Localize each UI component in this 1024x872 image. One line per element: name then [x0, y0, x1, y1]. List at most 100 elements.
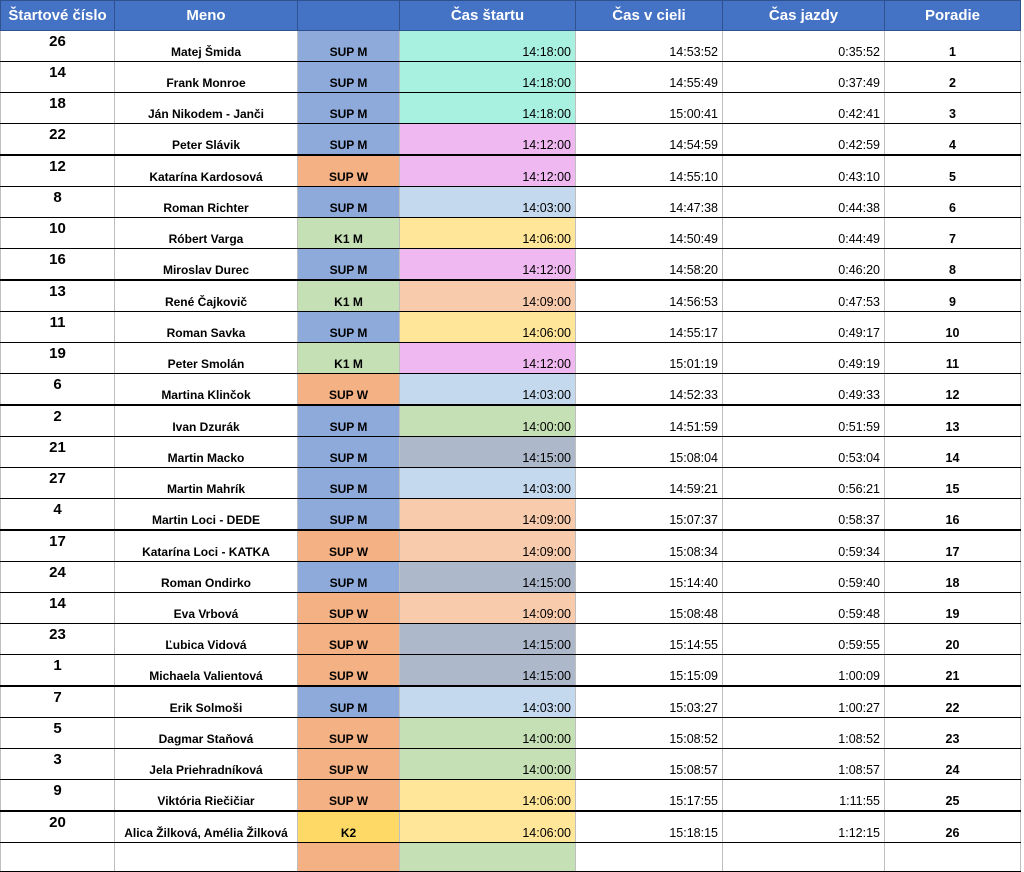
start-number-cell[interactable]: 13 [0, 279, 115, 312]
header-start-number[interactable]: Štartové číslo [0, 0, 115, 31]
competitor-name-cell[interactable]: Jela Priehradníková [114, 748, 298, 780]
start-time-cell[interactable]: 14:03:00 [399, 373, 576, 406]
start-number-cell[interactable]: 1 [0, 654, 115, 687]
finish-time-cell[interactable]: 14:55:17 [575, 311, 723, 343]
finish-time-cell[interactable]: 14:55:10 [575, 154, 723, 187]
rank-cell[interactable]: 6 [884, 186, 1021, 218]
start-number-cell[interactable]: 5 [0, 717, 115, 749]
competitor-name-cell[interactable]: Alica Žilková, Amélia Žilková [114, 810, 298, 843]
ride-time-cell[interactable]: 0:49:33 [722, 373, 885, 406]
rank-cell[interactable]: 11 [884, 342, 1021, 374]
category-cell[interactable]: SUP M [297, 561, 400, 593]
start-time-cell[interactable]: 14:09:00 [399, 592, 576, 624]
ride-time-cell[interactable]: 0:46:20 [722, 248, 885, 281]
finish-time-cell[interactable]: 15:08:48 [575, 592, 723, 624]
rank-cell[interactable]: 19 [884, 592, 1021, 624]
start-number-cell[interactable]: 8 [0, 186, 115, 218]
category-cell[interactable]: SUP M [297, 311, 400, 343]
start-time-cell[interactable]: 14:00:00 [399, 717, 576, 749]
ride-time-cell[interactable]: 1:08:57 [722, 748, 885, 780]
start-time-cell[interactable]: 14:03:00 [399, 467, 576, 499]
rank-cell[interactable]: 22 [884, 685, 1021, 718]
category-cell[interactable]: SUP M [297, 498, 400, 531]
start-time-cell[interactable]: 14:15:00 [399, 561, 576, 593]
ride-time-cell[interactable]: 0:49:19 [722, 342, 885, 374]
start-time-cell[interactable]: 14:18:00 [399, 30, 576, 62]
start-time-cell[interactable]: 14:15:00 [399, 654, 576, 687]
competitor-name-cell[interactable]: Ivan Dzurák [114, 404, 298, 437]
header-finish-time[interactable]: Čas v cieli [575, 0, 723, 31]
rank-cell[interactable]: 14 [884, 436, 1021, 468]
start-time-cell[interactable]: 14:12:00 [399, 248, 576, 281]
category-cell[interactable]: SUP W [297, 654, 400, 687]
rank-cell[interactable]: 3 [884, 92, 1021, 124]
start-number-cell[interactable]: 23 [0, 623, 115, 655]
ride-time-cell[interactable]: 0:37:49 [722, 61, 885, 93]
rank-cell[interactable]: 5 [884, 154, 1021, 187]
rank-cell[interactable]: 15 [884, 467, 1021, 499]
header-name[interactable]: Meno [114, 0, 298, 31]
start-time-cell[interactable]: 14:06:00 [399, 311, 576, 343]
finish-time-cell[interactable]: 15:07:37 [575, 498, 723, 531]
category-cell[interactable]: SUP W [297, 748, 400, 780]
competitor-name-cell[interactable]: Matej Šmida [114, 30, 298, 62]
competitor-name-cell[interactable]: Katarína Kardosová [114, 154, 298, 187]
finish-time-cell[interactable]: 15:17:55 [575, 779, 723, 812]
category-cell[interactable]: SUP M [297, 248, 400, 281]
start-number-cell[interactable]: 20 [0, 810, 115, 843]
finish-time-cell[interactable]: 14:53:52 [575, 30, 723, 62]
finish-time-cell[interactable]: 15:08:34 [575, 529, 723, 562]
rank-cell[interactable]: 20 [884, 623, 1021, 655]
category-cell[interactable]: SUP M [297, 30, 400, 62]
start-time-cell[interactable]: 14:06:00 [399, 217, 576, 249]
competitor-name-cell[interactable]: Martin Macko [114, 436, 298, 468]
empty-cell[interactable] [575, 842, 723, 872]
finish-time-cell[interactable]: 14:54:59 [575, 123, 723, 156]
competitor-name-cell[interactable]: Ľubica Vidová [114, 623, 298, 655]
ride-time-cell[interactable]: 0:59:48 [722, 592, 885, 624]
competitor-name-cell[interactable]: René Čajkovič [114, 279, 298, 312]
finish-time-cell[interactable]: 15:14:55 [575, 623, 723, 655]
competitor-name-cell[interactable]: Róbert Varga [114, 217, 298, 249]
start-time-cell[interactable]: 14:18:00 [399, 92, 576, 124]
competitor-name-cell[interactable]: Erik Solmoši [114, 685, 298, 718]
ride-time-cell[interactable]: 0:59:55 [722, 623, 885, 655]
ride-time-cell[interactable]: 0:44:38 [722, 186, 885, 218]
competitor-name-cell[interactable]: Roman Ondirko [114, 561, 298, 593]
start-number-cell[interactable]: 17 [0, 529, 115, 562]
start-number-cell[interactable]: 12 [0, 154, 115, 187]
ride-time-cell[interactable]: 0:51:59 [722, 404, 885, 437]
start-time-cell[interactable]: 14:12:00 [399, 154, 576, 187]
category-cell[interactable]: SUP W [297, 779, 400, 812]
rank-cell[interactable]: 23 [884, 717, 1021, 749]
empty-cell[interactable] [884, 842, 1021, 872]
start-time-cell[interactable]: 14:09:00 [399, 279, 576, 312]
competitor-name-cell[interactable]: Dagmar Staňová [114, 717, 298, 749]
start-number-cell[interactable]: 21 [0, 436, 115, 468]
start-number-cell[interactable]: 18 [0, 92, 115, 124]
header-rank[interactable]: Poradie [884, 0, 1021, 31]
category-cell[interactable]: SUP M [297, 123, 400, 156]
rank-cell[interactable]: 12 [884, 373, 1021, 406]
start-number-cell[interactable]: 9 [0, 779, 115, 812]
category-cell[interactable]: SUP M [297, 685, 400, 718]
finish-time-cell[interactable]: 14:47:38 [575, 186, 723, 218]
ride-time-cell[interactable]: 0:49:17 [722, 311, 885, 343]
ride-time-cell[interactable]: 0:58:37 [722, 498, 885, 531]
ride-time-cell[interactable]: 1:12:15 [722, 810, 885, 843]
rank-cell[interactable]: 9 [884, 279, 1021, 312]
finish-time-cell[interactable]: 15:08:04 [575, 436, 723, 468]
competitor-name-cell[interactable]: Eva Vrbová [114, 592, 298, 624]
rank-cell[interactable]: 2 [884, 61, 1021, 93]
finish-time-cell[interactable]: 14:55:49 [575, 61, 723, 93]
competitor-name-cell[interactable]: Roman Savka [114, 311, 298, 343]
finish-time-cell[interactable]: 15:08:52 [575, 717, 723, 749]
ride-time-cell[interactable]: 1:00:27 [722, 685, 885, 718]
rank-cell[interactable]: 13 [884, 404, 1021, 437]
start-time-cell[interactable]: 14:00:00 [399, 748, 576, 780]
finish-time-cell[interactable]: 15:14:40 [575, 561, 723, 593]
start-number-cell[interactable]: 4 [0, 498, 115, 531]
ride-time-cell[interactable]: 0:35:52 [722, 30, 885, 62]
rank-cell[interactable]: 26 [884, 810, 1021, 843]
ride-time-cell[interactable]: 0:44:49 [722, 217, 885, 249]
